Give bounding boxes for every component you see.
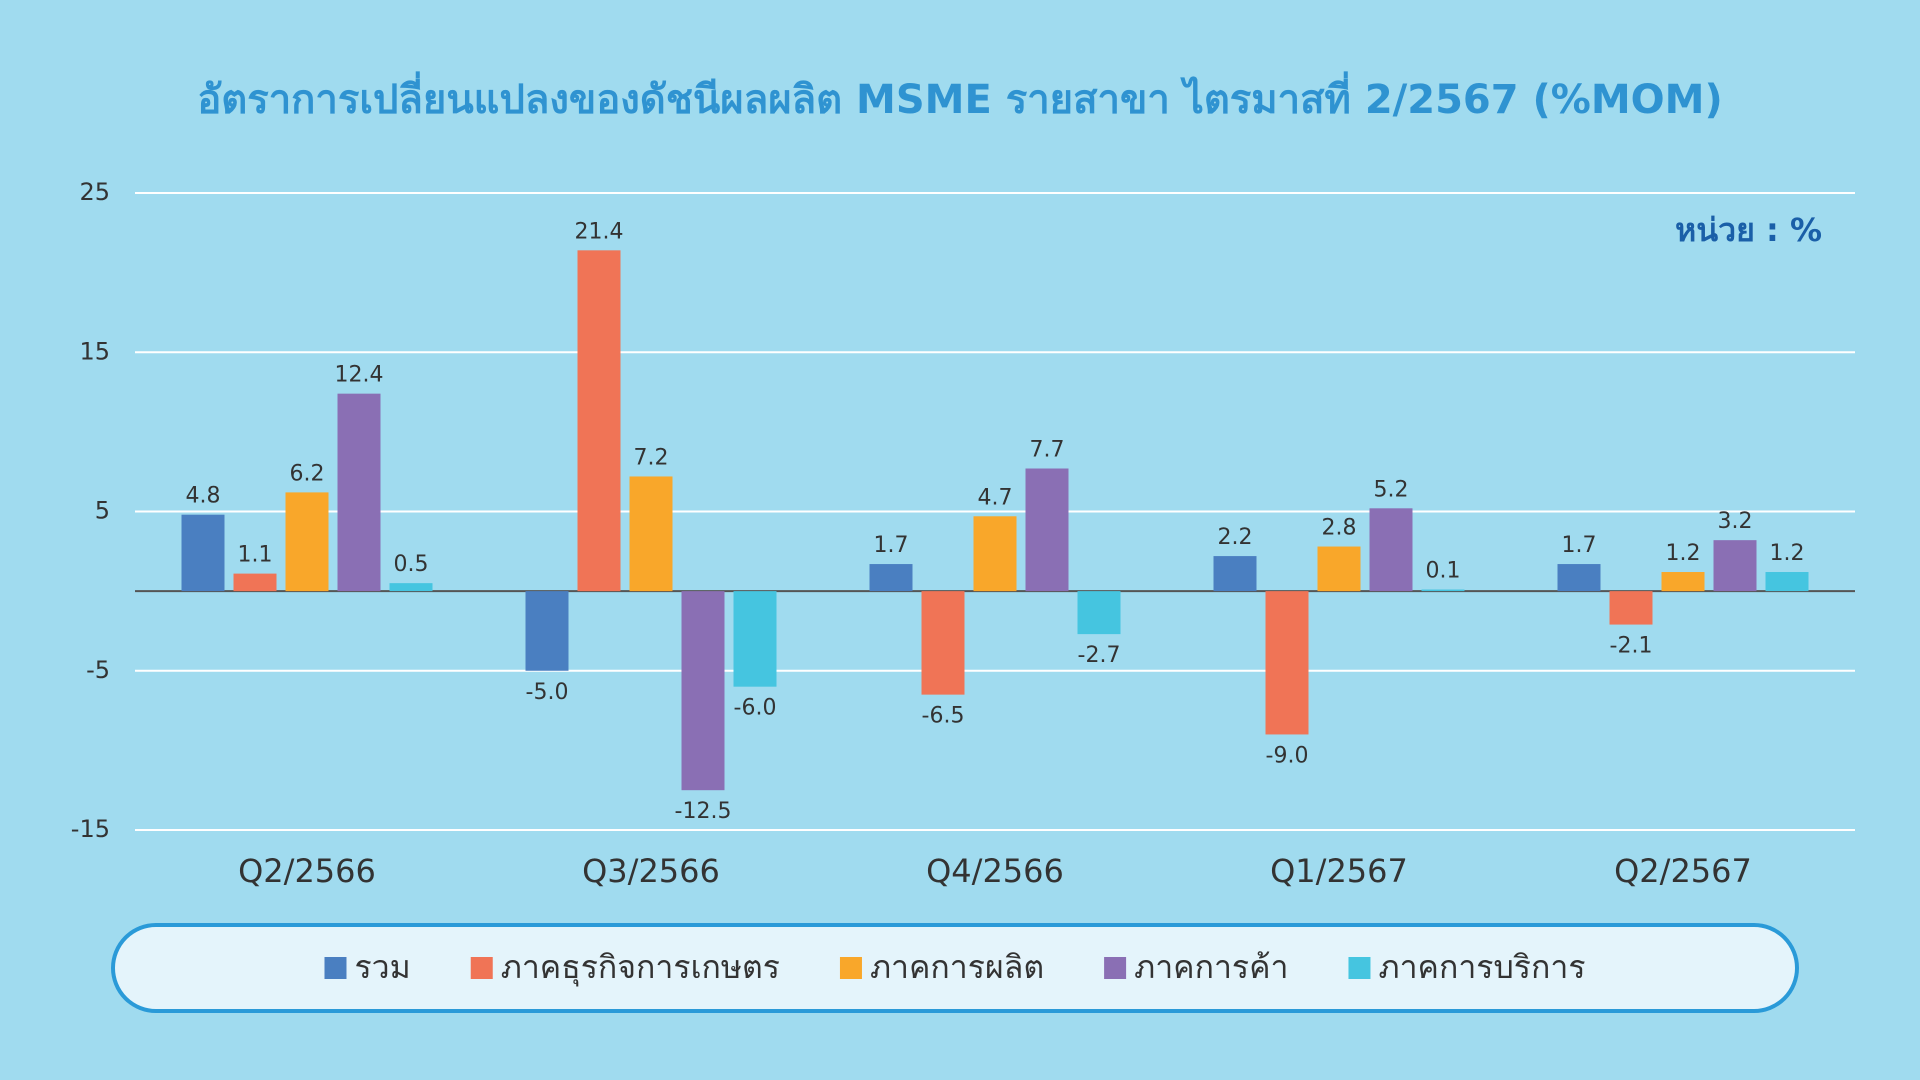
bar: [1213, 556, 1257, 592]
value-label: 2.8: [1322, 516, 1357, 541]
value-label: -2.7: [1078, 643, 1121, 668]
value-label: 1.2: [1770, 541, 1805, 566]
value-label: 7.7: [1030, 438, 1065, 463]
value-label: 1.7: [1562, 533, 1597, 558]
legend-swatch: [324, 957, 347, 979]
value-label: 0.1: [1426, 559, 1461, 584]
bar: [1025, 468, 1069, 592]
y-tick-label: 25: [79, 178, 110, 206]
bar: [1713, 540, 1757, 592]
bar: [869, 564, 913, 592]
bar: [973, 516, 1017, 592]
value-label: -6.0: [734, 696, 777, 721]
y-tick-label: -5: [86, 656, 110, 684]
value-label: -12.5: [675, 799, 732, 824]
legend-swatch: [839, 957, 862, 979]
bar: [577, 250, 621, 592]
bar: [1317, 546, 1361, 592]
value-label: -5.0: [526, 680, 569, 705]
value-label: 4.8: [186, 484, 221, 509]
value-label: 7.2: [634, 445, 669, 470]
x-tick-label: Q4/2566: [926, 852, 1064, 890]
bar: [389, 583, 433, 592]
bar: [733, 591, 777, 687]
bar: [1609, 591, 1653, 625]
value-label: 21.4: [575, 219, 624, 244]
unit-note: หน่วย : %: [1675, 211, 1822, 249]
value-label: 4.7: [978, 485, 1013, 510]
value-label: 5.2: [1374, 477, 1409, 502]
bar: [1077, 591, 1121, 635]
legend-swatch: [470, 957, 493, 979]
bar: [233, 573, 277, 592]
y-tick-label: -15: [71, 815, 110, 843]
bar: [1369, 508, 1413, 592]
value-label: 6.2: [290, 461, 325, 486]
bar: [681, 591, 725, 791]
value-label: 0.5: [394, 552, 429, 577]
value-label: 1.1: [238, 543, 273, 568]
y-tick-label: 5: [95, 497, 110, 525]
bar: [1765, 572, 1809, 592]
chart-title: อัตราการเปลี่ยนแปลงของดัชนีผลผลิต MSME ร…: [197, 71, 1723, 123]
bar: [181, 514, 225, 592]
legend-box: [111, 923, 1799, 1013]
legend-label: ภาคธุรกิจการเกษตร: [501, 948, 780, 987]
bar: [629, 476, 673, 592]
x-tick-label: Q2/2567: [1614, 852, 1752, 890]
bar: [337, 393, 381, 592]
legend-swatch: [1348, 957, 1371, 979]
value-label: 2.2: [1218, 525, 1253, 550]
bar: [1557, 564, 1601, 592]
bar: [1421, 589, 1465, 592]
y-tick-label: 15: [79, 337, 110, 365]
legend-label: ภาคการบริการ: [1378, 948, 1585, 986]
x-tick-label: Q3/2566: [582, 852, 720, 890]
bar: [1265, 591, 1309, 735]
bar: [525, 591, 569, 671]
legend-swatch: [1104, 957, 1127, 979]
value-label: 3.2: [1718, 509, 1753, 534]
value-label: 1.2: [1666, 541, 1701, 566]
x-tick-label: Q2/2566: [238, 852, 376, 890]
x-tick-label: Q1/2567: [1270, 852, 1408, 890]
value-label: 12.4: [335, 363, 384, 388]
bar: [285, 492, 329, 592]
value-label: 1.7: [874, 533, 909, 558]
value-label: -2.1: [1610, 634, 1653, 659]
bar: [1661, 572, 1705, 592]
legend-label: ภาคการค้า: [1134, 948, 1288, 986]
value-label: -9.0: [1266, 743, 1309, 768]
legend-label: ภาคการผลิต: [870, 948, 1044, 986]
value-label: -6.5: [922, 704, 965, 729]
legend-label: รวม: [354, 948, 410, 986]
bar: [921, 591, 965, 695]
